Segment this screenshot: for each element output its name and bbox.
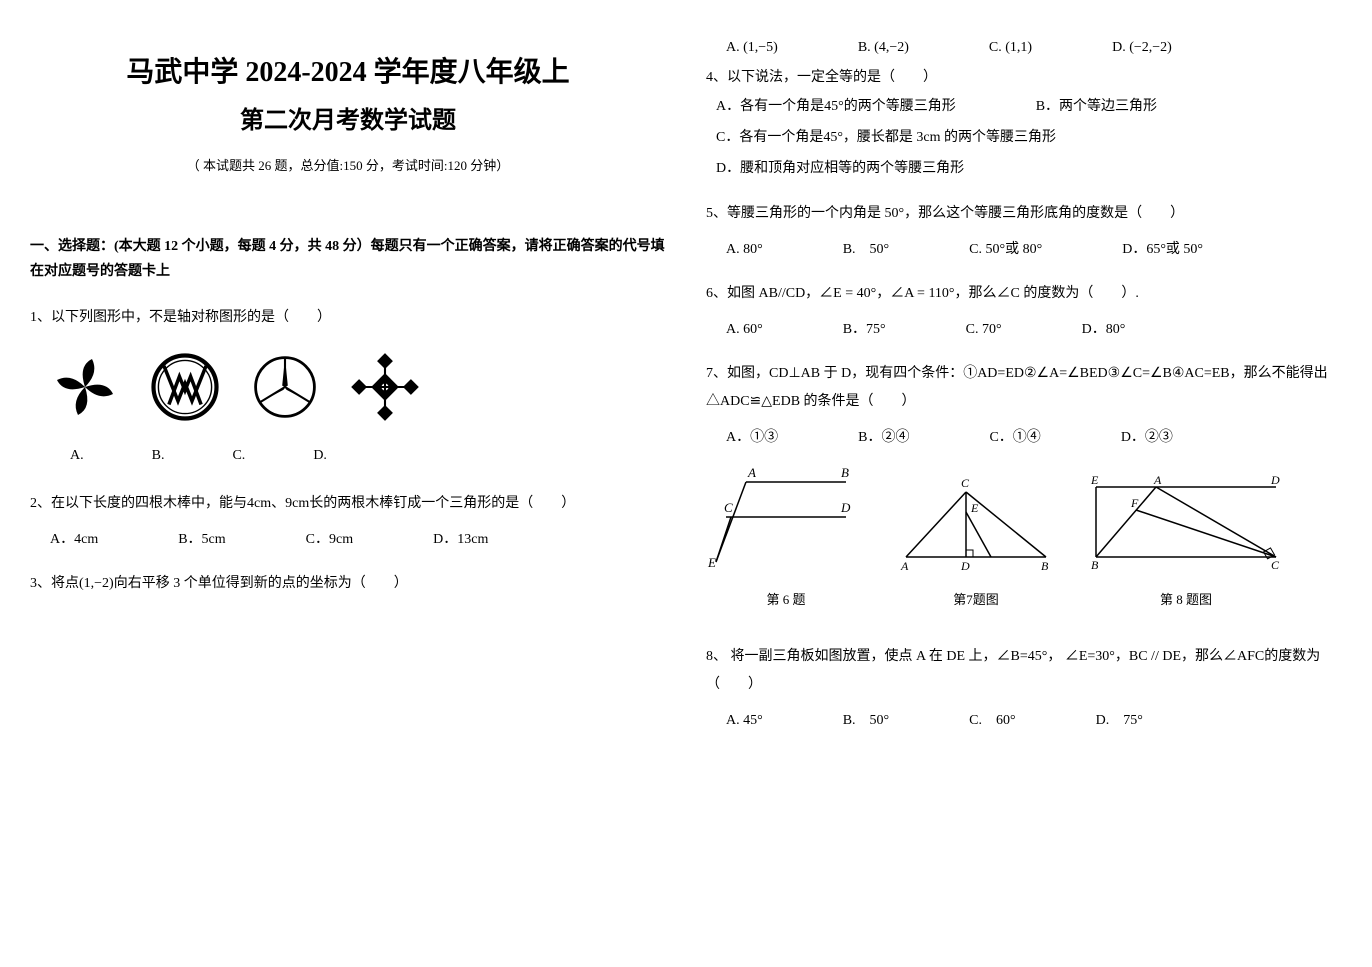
svg-text:B: B: [841, 465, 849, 480]
q3-opt-c: C. (1,1): [989, 40, 1032, 56]
svg-text:A: A: [1153, 473, 1162, 487]
q5-opt-b: B. 50°: [843, 236, 889, 264]
exam-info: （ 本试题共 26 题，总分值:150 分，考试时间:120 分钟）: [30, 155, 666, 174]
question-1: 1、以下列图形中，不是轴对称图形的是（ ）: [30, 304, 666, 470]
q6-options: A. 60° B．75° C. 70° D．80°: [706, 316, 1342, 344]
svg-text:F: F: [1130, 496, 1139, 510]
q2-text: 2、在以下长度的四根木棒中，能与4cm、9cm长的两根木棒钉成一个三角形的是（ …: [30, 490, 666, 518]
pinwheel-icon: [50, 352, 120, 422]
question-6: 6、如图 AB//CD，∠E = 40°，∠A = 110°，那么∠C 的度数为…: [706, 280, 1342, 344]
q2-opt-c: C．9cm: [306, 526, 353, 554]
figures-row: A B C D E 第 6 题 A D B: [706, 462, 1342, 613]
q1-opt-c: C.: [232, 442, 245, 470]
q3-text: 3、将点(1,−2)向右平移 3 个单位得到新的点的坐标为（ ）: [30, 570, 666, 598]
logo-labels: A. B. C. D.: [30, 442, 666, 470]
q7-opt-a: A．①③: [726, 424, 778, 452]
figure-8: E A D B C F 第 8 题图: [1086, 472, 1286, 613]
fig6-caption: 第 6 题: [706, 587, 866, 613]
svg-text:E: E: [970, 501, 979, 515]
svg-text:B: B: [1041, 559, 1049, 572]
svg-text:C: C: [1271, 558, 1280, 572]
fig7-caption: 第7题图: [896, 587, 1056, 613]
q2-options: A．4cm B．5cm C．9cm D．13cm: [30, 526, 666, 554]
title-main: 马武中学 2024-2024 学年度八年级上: [30, 50, 666, 90]
q8-options: A. 45° B. 50° C. 60° D. 75°: [706, 707, 1342, 735]
question-8: 8、 将一副三角板如图放置，使点 A 在 DE 上，∠B=45°， ∠E=30°…: [706, 643, 1342, 735]
q6-opt-a: A. 60°: [726, 316, 763, 344]
question-5: 5、等腰三角形的一个内角是 50°，那么这个等腰三角形底角的度数是（ ） A. …: [706, 200, 1342, 264]
mercedes-logo-icon: [250, 352, 320, 422]
q5-opt-d: D．65°或 50°: [1122, 236, 1203, 264]
title-sub: 第二次月考数学试题: [30, 100, 666, 135]
q6-opt-b: B．75°: [843, 316, 886, 344]
q2-opt-a: A．4cm: [50, 526, 98, 554]
svg-text:C: C: [961, 476, 970, 490]
q2-opt-d: D．13cm: [433, 526, 488, 554]
q2-opt-b: B．5cm: [178, 526, 225, 554]
svg-text:D: D: [960, 559, 970, 572]
q6-text: 6、如图 AB//CD，∠E = 40°，∠A = 110°，那么∠C 的度数为…: [706, 280, 1342, 308]
section-header: 一、选择题：(本大题 12 个小题，每题 4 分，共 48 分）每题只有一个正确…: [30, 234, 666, 284]
q5-options: A. 80° B. 50° C. 50°或 80° D．65°或 50°: [706, 236, 1342, 264]
q6-opt-d: D．80°: [1082, 316, 1126, 344]
q7-options: A．①③ B．②④ C．①④ D．②③: [706, 424, 1342, 452]
q4-opt-a: A．各有一个角是45°的两个等腰三角形: [716, 92, 956, 123]
left-column: 马武中学 2024-2024 学年度八年级上 第二次月考数学试题 （ 本试题共 …: [30, 30, 666, 751]
svg-text:E: E: [707, 555, 716, 570]
question-7: 7、如图，CD⊥AB 于 D，现有四个条件：①AD=ED②∠A=∠BED③∠C=…: [706, 360, 1342, 613]
q7-opt-d: D．②③: [1121, 424, 1173, 452]
question-2: 2、在以下长度的四根木棒中，能与4cm、9cm长的两根木棒钉成一个三角形的是（ …: [30, 490, 666, 554]
q8-text: 8、 将一副三角板如图放置，使点 A 在 DE 上，∠B=45°， ∠E=30°…: [706, 643, 1342, 699]
q4-text: 4、以下说法，一定全等的是（ ）: [706, 64, 1342, 92]
q8-opt-c: C. 60°: [969, 707, 1015, 735]
right-column: A. (1,−5) B. (4,−2) C. (1,1) D. (−2,−2) …: [706, 30, 1342, 751]
q4-opt-b: B．两个等边三角形: [1036, 92, 1157, 123]
svg-text:D: D: [840, 500, 851, 515]
svg-text:B: B: [1091, 558, 1099, 572]
q8-opt-b: B. 50°: [843, 707, 889, 735]
q3-options: A. (1,−5) B. (4,−2) C. (1,1) D. (−2,−2): [706, 40, 1342, 56]
q8-opt-a: A. 45°: [726, 707, 763, 735]
q7-opt-b: B．②④: [858, 424, 909, 452]
svg-text:C: C: [724, 500, 733, 515]
fig8-caption: 第 8 题图: [1086, 587, 1286, 613]
q3-opt-a: A. (1,−5): [726, 40, 778, 56]
q4-opt-d: D．腰和顶角对应相等的两个等腰三角形: [716, 154, 1342, 185]
diamonds-icon: [350, 352, 420, 422]
q1-opt-b: B.: [152, 442, 165, 470]
logos-row: [30, 352, 666, 422]
q1-text: 1、以下列图形中，不是轴对称图形的是（ ）: [30, 304, 666, 332]
svg-text:A: A: [747, 465, 756, 480]
q7-opt-c: C．①④: [989, 424, 1040, 452]
q3-opt-b: B. (4,−2): [858, 40, 909, 56]
question-4: 4、以下说法，一定全等的是（ ） A．各有一个角是45°的两个等腰三角形 B．两…: [706, 64, 1342, 184]
q1-opt-a: A.: [70, 442, 84, 470]
question-3: 3、将点(1,−2)向右平移 3 个单位得到新的点的坐标为（ ）: [30, 570, 666, 598]
q5-text: 5、等腰三角形的一个内角是 50°，那么这个等腰三角形底角的度数是（ ）: [706, 200, 1342, 228]
q3-opt-d: D. (−2,−2): [1112, 40, 1172, 56]
figure-6: A B C D E 第 6 题: [706, 462, 866, 613]
q8-opt-d: D. 75°: [1096, 707, 1143, 735]
q7-text: 7、如图，CD⊥AB 于 D，现有四个条件：①AD=ED②∠A=∠BED③∠C=…: [706, 360, 1342, 416]
vw-logo-icon: [150, 352, 220, 422]
svg-text:A: A: [900, 559, 909, 572]
svg-text:E: E: [1090, 473, 1099, 487]
figure-7: A D B C E 第7题图: [896, 472, 1056, 613]
q1-opt-d: D.: [313, 442, 327, 470]
q5-opt-c: C. 50°或 80°: [969, 236, 1042, 264]
svg-text:D: D: [1270, 473, 1280, 487]
q4-opt-c: C．各有一个角是45°，腰长都是 3cm 的两个等腰三角形: [716, 123, 1342, 154]
q6-opt-c: C. 70°: [966, 316, 1002, 344]
q5-opt-a: A. 80°: [726, 236, 763, 264]
